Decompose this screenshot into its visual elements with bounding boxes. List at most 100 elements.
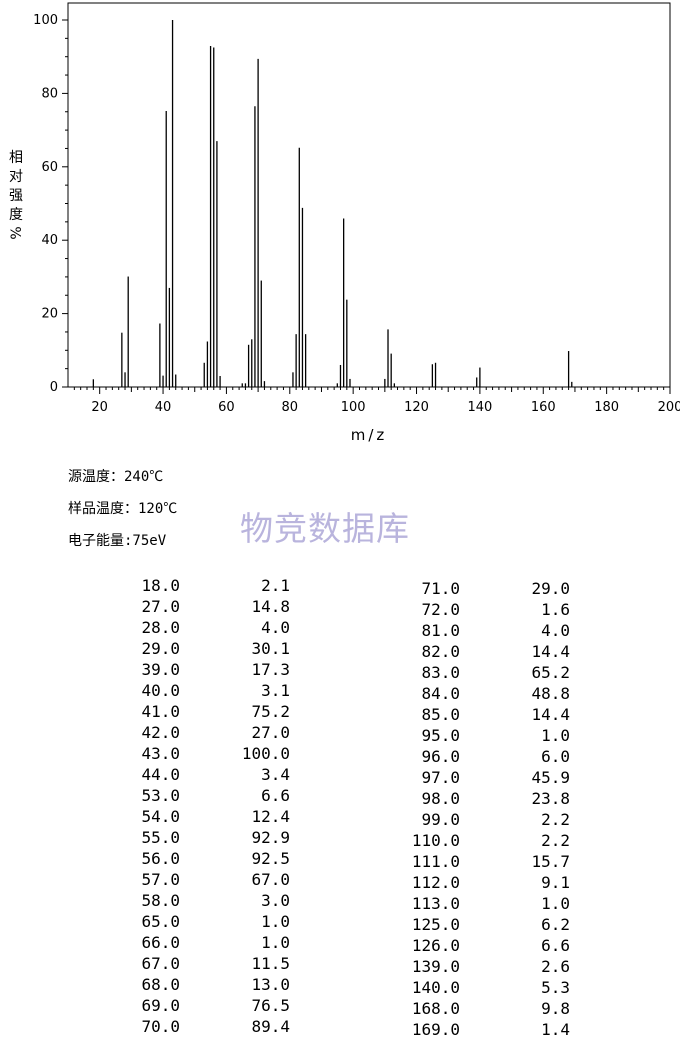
peak-mz: 125.0 — [411, 915, 460, 934]
peak-abundance: 14.4 — [531, 642, 570, 661]
peak-mz: 169.0 — [411, 1020, 460, 1039]
plot-frame — [67, 2, 671, 388]
y-axis-label-char: 强 — [9, 188, 23, 204]
y-tick-label: 20 — [41, 307, 58, 322]
spectrum-bars — [92, 20, 573, 387]
peak-abundance: 17.3 — [251, 660, 290, 679]
peak-abundance: 92.9 — [251, 828, 290, 847]
y-tick-label: 80 — [41, 86, 58, 101]
peak-abundance: 30.1 — [251, 639, 290, 658]
peak-abundance: 2.2 — [541, 831, 570, 850]
peak-mz: 43.0 — [141, 744, 180, 763]
peak-abundance: 15.7 — [531, 852, 570, 871]
peak-abundance: 4.0 — [261, 618, 290, 637]
x-tick-label: 120 — [404, 400, 429, 415]
x-tick-label: 40 — [155, 400, 172, 415]
peak-mz: 65.0 — [141, 912, 180, 931]
peak-abundance: 27.0 — [251, 723, 290, 742]
peak-abundance: 2.1 — [261, 576, 290, 595]
peak-abundance: 14.8 — [251, 597, 290, 616]
peak-abundance: 2.2 — [541, 810, 570, 829]
peak-mz: 39.0 — [141, 660, 180, 679]
peak-mz: 27.0 — [141, 597, 180, 616]
peak-mz: 28.0 — [141, 618, 180, 637]
peak-mz: 56.0 — [141, 849, 180, 868]
peak-abundance: 11.5 — [251, 954, 290, 973]
peak-mz: 67.0 — [141, 954, 180, 973]
peak-abundance: 76.5 — [251, 996, 290, 1015]
peak-mz: 58.0 — [141, 891, 180, 910]
y-axis: 0 20 40 60 80 100 — [33, 13, 68, 395]
peak-abundance: 65.2 — [531, 663, 570, 682]
sample-temperature: 样品温度：120℃ — [68, 501, 178, 517]
peak-mz: 71.0 — [421, 579, 460, 598]
peak-abundance: 67.0 — [251, 870, 290, 889]
peak-mz: 81.0 — [421, 621, 460, 640]
watermark: 物竞数据库 — [240, 509, 410, 548]
y-axis-label-char: % — [9, 226, 25, 239]
peak-mz: 18.0 — [141, 576, 180, 595]
x-tick-label: 200 — [658, 400, 680, 415]
peak-abundance: 3.1 — [261, 681, 290, 700]
peak-mz: 29.0 — [141, 639, 180, 658]
peak-abundance: 12.4 — [251, 807, 290, 826]
peak-mz: 40.0 — [141, 681, 180, 700]
peak-mz: 126.0 — [411, 936, 460, 955]
peak-mz: 83.0 — [421, 663, 460, 682]
peak-mz: 96.0 — [421, 747, 460, 766]
electron-energy: 电子能量:75eV — [68, 533, 167, 549]
acquisition-conditions: 源温度：240℃ 样品温度：120℃ 电子能量:75eV — [68, 464, 177, 560]
peak-abundance: 1.6 — [541, 600, 570, 619]
peak-abundance: 3.0 — [261, 891, 290, 910]
peak-mz: 85.0 — [421, 705, 460, 724]
peak-abundance: 92.5 — [251, 849, 290, 868]
peak-mz: 44.0 — [141, 765, 180, 784]
peak-mz: 98.0 — [421, 789, 460, 808]
peak-abundance: 1.0 — [261, 912, 290, 931]
peak-mz: 97.0 — [421, 768, 460, 787]
peak-mz: 57.0 — [141, 870, 180, 889]
y-tick-label: 100 — [33, 13, 58, 28]
peak-abundance: 2.6 — [541, 957, 570, 976]
y-axis-label-char: 度 — [9, 207, 23, 223]
peak-mz: 68.0 — [141, 975, 180, 994]
peak-mz: 70.0 — [141, 1017, 180, 1036]
peak-abundance: 1.0 — [541, 726, 570, 745]
peak-mz: 41.0 — [141, 702, 180, 721]
peak-mz: 69.0 — [141, 996, 180, 1015]
peak-mz: 82.0 — [421, 642, 460, 661]
peak-mz: 140.0 — [411, 978, 460, 997]
x-tick-label: 80 — [282, 400, 299, 415]
peak-abundance: 23.8 — [531, 789, 570, 808]
y-axis-label-char: 相 — [9, 150, 23, 166]
peak-abundance: 45.9 — [531, 768, 570, 787]
peak-mz: 168.0 — [411, 999, 460, 1018]
y-tick-label: 0 — [50, 380, 58, 395]
peak-abundance: 48.8 — [531, 684, 570, 703]
peak-abundance: 4.0 — [541, 621, 570, 640]
peak-mz: 99.0 — [421, 810, 460, 829]
peak-mz: 110.0 — [411, 831, 460, 850]
x-tick-label: 60 — [218, 400, 235, 415]
peak-abundance: 75.2 — [251, 702, 290, 721]
peak-abundance: 6.6 — [541, 936, 570, 955]
peak-abundance: 3.4 — [261, 765, 290, 784]
peak-mz: 112.0 — [411, 873, 460, 892]
peak-abundance: 1.0 — [261, 933, 290, 952]
peak-mz: 72.0 — [421, 600, 460, 619]
y-tick-label: 40 — [41, 233, 58, 248]
x-tick-label: 160 — [531, 400, 556, 415]
peak-mz: 55.0 — [141, 828, 180, 847]
peak-mz: 139.0 — [411, 957, 460, 976]
peak-mz: 54.0 — [141, 807, 180, 826]
peak-abundance: 1.4 — [541, 1020, 570, 1039]
peak-mz: 111.0 — [411, 852, 460, 871]
peak-abundance: 9.1 — [541, 873, 570, 892]
y-tick-label: 60 — [41, 160, 58, 175]
peak-abundance: 6.6 — [261, 786, 290, 805]
peak-abundance: 6.2 — [541, 915, 570, 934]
peak-abundance: 13.0 — [251, 975, 290, 994]
peak-abundance: 29.0 — [531, 579, 570, 598]
